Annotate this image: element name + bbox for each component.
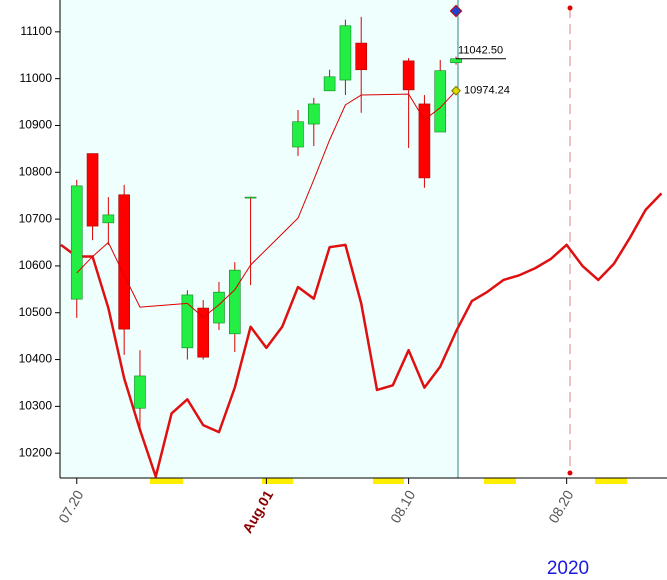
- y-tick-label: 10600: [19, 258, 53, 272]
- price-label: 11042.50: [458, 45, 503, 57]
- x-tick-label: 08.20: [545, 487, 576, 526]
- weekend-mark: [262, 478, 293, 484]
- candle-body: [418, 103, 431, 179]
- candle-body: [102, 214, 115, 224]
- candle-body: [197, 307, 209, 358]
- candle-body: [86, 153, 99, 227]
- x-tick-label: Aug.01: [239, 487, 276, 536]
- y-tick-label: 11100: [20, 24, 52, 38]
- line-series: [60, 192, 663, 478]
- top-marker: [449, 4, 463, 18]
- y-tick-label: 10700: [19, 211, 53, 225]
- candle-body: [181, 294, 194, 349]
- y-tick-label: 10900: [19, 118, 53, 132]
- candle-body: [450, 58, 462, 64]
- y-tick-label: 10800: [19, 164, 53, 178]
- candle-body: [323, 76, 336, 92]
- candle-body: [70, 185, 83, 300]
- candle-body: [118, 194, 130, 330]
- weekend-marks: [150, 478, 627, 484]
- candle-body: [402, 60, 415, 91]
- line-series: [76, 90, 457, 318]
- candle-body: [134, 375, 146, 409]
- forecast-marker: [567, 5, 573, 11]
- price-label: 10974.24: [464, 85, 510, 97]
- y-tick-label: 10200: [19, 445, 53, 459]
- weekend-mark: [373, 478, 404, 484]
- candle-body: [292, 121, 304, 148]
- weekend-mark: [595, 478, 627, 484]
- year-label: 2020: [547, 558, 589, 579]
- x-tick-label: 07.20: [55, 487, 86, 526]
- y-tick-label: 10300: [19, 399, 53, 413]
- y-tick-label: 10400: [19, 352, 53, 366]
- candle-body: [355, 42, 368, 71]
- candle-body: [213, 291, 225, 324]
- candle-body: [339, 25, 352, 81]
- y-tick-label: 11000: [20, 71, 53, 85]
- price-marker: [451, 85, 461, 96]
- weekend-mark: [484, 478, 516, 484]
- forecast-marker: [567, 470, 573, 476]
- candle-body: [434, 70, 447, 133]
- candle-body: [307, 103, 320, 125]
- y-tick-label: 10500: [19, 305, 53, 319]
- weekend-mark: [150, 478, 183, 484]
- candle-body: [228, 269, 241, 335]
- x-tick-label: 08.10: [387, 487, 418, 526]
- candle-body: [244, 196, 257, 199]
